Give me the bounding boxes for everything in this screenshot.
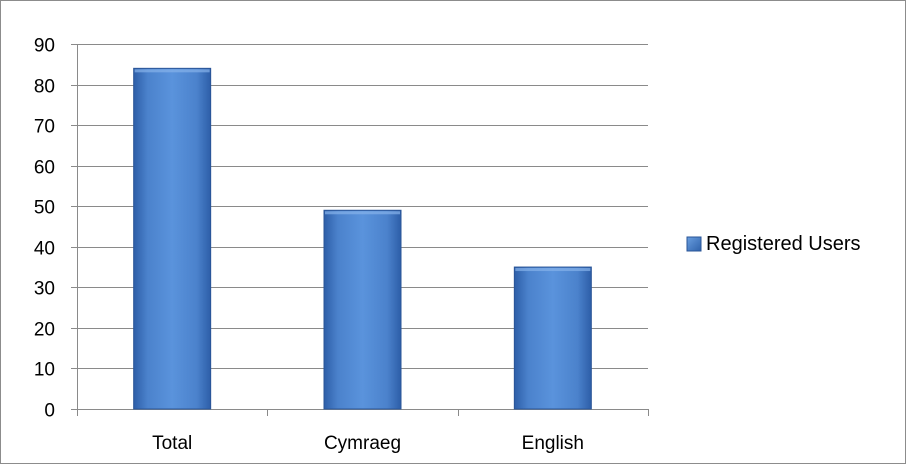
bar [133, 67, 212, 410]
y-tick-label: 10 [34, 360, 55, 381]
y-tick-labels: 0 10 20 30 40 50 60 70 80 90 [34, 36, 55, 422]
y-tick-label: 30 [34, 279, 55, 300]
x-tick-labels: Total Cymraeg English [152, 433, 584, 454]
bars [133, 67, 592, 410]
bar-highlight [325, 211, 400, 215]
x-tick-label: Cymraeg [324, 433, 401, 454]
bar-total [133, 67, 212, 410]
bar-cymraeg [323, 209, 402, 410]
bar-highlight [134, 69, 210, 73]
legend: Registered Users [686, 233, 861, 255]
legend-label: Registered Users [706, 233, 861, 255]
y-tick-label: 40 [34, 239, 55, 260]
legend-swatch [686, 236, 702, 252]
bar [323, 209, 402, 410]
y-tick-label: 90 [34, 36, 55, 57]
y-tick-label: 20 [34, 320, 55, 341]
y-tick-label: 50 [34, 198, 55, 219]
x-tick-label: Total [152, 433, 192, 454]
bar-english [513, 266, 592, 410]
y-tick-label: 70 [34, 117, 55, 138]
y-tick-label: 0 [44, 401, 55, 422]
bar-highlight [515, 268, 591, 272]
x-tick-label: English [522, 433, 584, 454]
y-tick-label: 60 [34, 158, 55, 179]
y-tick-label: 80 [34, 77, 55, 98]
bar [513, 266, 592, 410]
